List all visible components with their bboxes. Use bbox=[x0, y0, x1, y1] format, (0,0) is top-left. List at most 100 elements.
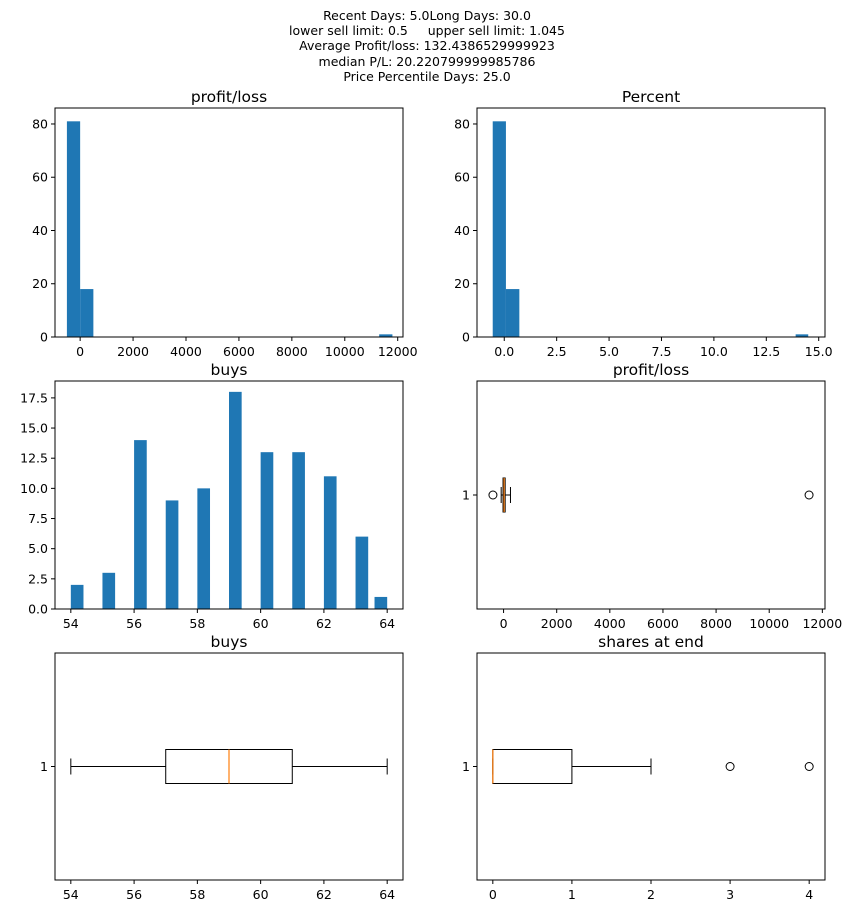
x-tick-label: 4 bbox=[805, 887, 813, 902]
histogram-bar bbox=[355, 536, 369, 609]
subplot-2: Percent 0 20 40 60 80 0.0 2.5 5.0 7.5 10.0 12.5 15.0 bbox=[454, 88, 833, 359]
subplot-5: buys 1 54 56 58 60 62 64 bbox=[40, 633, 404, 902]
x-tick-label: 15.0 bbox=[805, 344, 833, 359]
y-tick-label: 17.5 bbox=[20, 390, 48, 405]
x-tick-label: 62 bbox=[316, 887, 332, 902]
histogram-bar bbox=[323, 476, 337, 609]
x-tick-label: 4000 bbox=[170, 344, 202, 359]
subplot-title: buys bbox=[211, 361, 248, 379]
y-tick-label: 20 bbox=[32, 276, 48, 291]
histogram-bar bbox=[374, 596, 388, 609]
y-tick-label: 0 bbox=[40, 330, 48, 345]
x-tick-label: 10000 bbox=[749, 616, 789, 631]
x-tick-label: 12000 bbox=[802, 616, 842, 631]
x-tick-label: 60 bbox=[253, 616, 269, 631]
axes-frame bbox=[54, 107, 404, 338]
histogram-bar bbox=[102, 572, 116, 609]
histogram-bar bbox=[70, 584, 84, 609]
x-tick-label: 58 bbox=[189, 887, 205, 902]
axes-frame bbox=[54, 380, 404, 610]
x-tick-label: 2000 bbox=[117, 344, 149, 359]
subplot-title: buys bbox=[211, 633, 248, 651]
box-iqr bbox=[492, 749, 573, 784]
x-tick-label: 2.5 bbox=[547, 344, 567, 359]
histogram-bar bbox=[80, 289, 94, 337]
x-tick-label: 7.5 bbox=[652, 344, 672, 359]
y-tick-label: 80 bbox=[32, 116, 48, 131]
histogram-bar bbox=[229, 391, 242, 609]
y-tick-label: 2.5 bbox=[28, 571, 48, 586]
x-tick-label: 10000 bbox=[325, 344, 365, 359]
x-tick-label: 2000 bbox=[541, 616, 573, 631]
suptitle-line: lower sell limit: 0.5 upper sell limit: … bbox=[289, 23, 565, 39]
histogram-bar bbox=[134, 440, 147, 609]
outlier-point bbox=[804, 490, 814, 500]
x-tick-label: 0 bbox=[500, 616, 508, 631]
x-tick-label: 0 bbox=[489, 887, 497, 902]
x-tick-label: 62 bbox=[316, 616, 332, 631]
y-tick-label: 40 bbox=[32, 223, 48, 238]
y-tick-label: 80 bbox=[454, 116, 470, 131]
subplot-3: buys 0.0 2.5 5.0 7.5 10.0 12.5 15.0 17.5 54 56 58 60… bbox=[20, 361, 404, 631]
axes-frame bbox=[54, 652, 404, 881]
histogram-bar bbox=[795, 334, 809, 337]
histogram-bar bbox=[492, 121, 506, 337]
y-tick-label: 15.0 bbox=[20, 421, 48, 436]
outlier-point bbox=[725, 762, 735, 771]
y-tick-label: 1 bbox=[40, 759, 48, 774]
y-tick-label: 0 bbox=[462, 330, 470, 345]
x-tick-label: 0.0 bbox=[494, 344, 514, 359]
y-tick-label: 40 bbox=[454, 223, 470, 238]
y-tick-label: 60 bbox=[32, 170, 48, 185]
y-tick-label: 20 bbox=[454, 276, 470, 291]
x-tick-label: 6000 bbox=[223, 344, 255, 359]
y-tick-label: 10.0 bbox=[20, 481, 48, 496]
figure-suptitle: Recent Days: 5.0Long Days: 30.0 lower se… bbox=[0, 8, 854, 84]
axes-frame bbox=[476, 380, 826, 610]
subplot-title: profit/loss bbox=[613, 361, 689, 379]
y-tick-label: 60 bbox=[454, 170, 470, 185]
x-tick-label: 2 bbox=[647, 887, 655, 902]
outlier-point bbox=[804, 762, 814, 771]
x-tick-label: 4000 bbox=[594, 616, 626, 631]
subplot-title: Percent bbox=[622, 88, 680, 106]
suptitle-line: Average Profit/loss: 132.4386529999923 bbox=[299, 38, 555, 54]
x-tick-label: 3 bbox=[726, 887, 734, 902]
histogram-bar bbox=[165, 500, 179, 609]
x-tick-label: 54 bbox=[63, 887, 79, 902]
x-tick-label: 8000 bbox=[700, 616, 732, 631]
suptitle-line: median P/L: 20.220799999985786 bbox=[318, 53, 536, 69]
x-tick-label: 6000 bbox=[647, 616, 679, 631]
y-tick-label: 7.5 bbox=[28, 511, 48, 526]
y-tick-label: 12.5 bbox=[20, 451, 48, 466]
x-tick-label: 60 bbox=[253, 887, 269, 902]
x-tick-label: 12000 bbox=[378, 344, 418, 359]
y-tick-label: 1 bbox=[462, 759, 470, 774]
histogram-bar bbox=[505, 289, 520, 337]
subplot-1: profit/loss 0 20 40 60 80 0 2000 4000 6000 8000 100… bbox=[32, 88, 418, 359]
axes-frame bbox=[476, 107, 826, 338]
x-tick-label: 1 bbox=[568, 887, 576, 902]
x-tick-label: 64 bbox=[379, 887, 395, 902]
histogram-bar bbox=[292, 452, 305, 609]
y-tick-label: 5.0 bbox=[28, 541, 48, 556]
x-tick-label: 5.0 bbox=[599, 344, 619, 359]
x-tick-label: 56 bbox=[126, 887, 142, 902]
x-tick-label: 64 bbox=[379, 616, 395, 631]
x-tick-label: 58 bbox=[189, 616, 205, 631]
histogram-bar bbox=[260, 452, 274, 609]
histogram-bar bbox=[197, 488, 211, 609]
subplot-6: shares at end 1 0 1 2 3 4 bbox=[462, 633, 826, 902]
subplot-title: shares at end bbox=[598, 633, 704, 651]
subplot-4: profit/loss 1 0 2000 4000 6000 8000 10000 12000 bbox=[462, 361, 842, 631]
axes-frame bbox=[476, 652, 826, 881]
suptitle-line: Recent Days: 5.0Long Days: 30.0 bbox=[323, 8, 531, 23]
x-tick-label: 0 bbox=[76, 344, 84, 359]
histogram-bar bbox=[379, 334, 393, 337]
x-tick-label: 10.0 bbox=[700, 344, 728, 359]
histogram-bar bbox=[66, 121, 81, 337]
x-tick-label: 12.5 bbox=[752, 344, 780, 359]
x-tick-label: 8000 bbox=[276, 344, 308, 359]
suptitle-line: Price Percentile Days: 25.0 bbox=[343, 68, 511, 84]
